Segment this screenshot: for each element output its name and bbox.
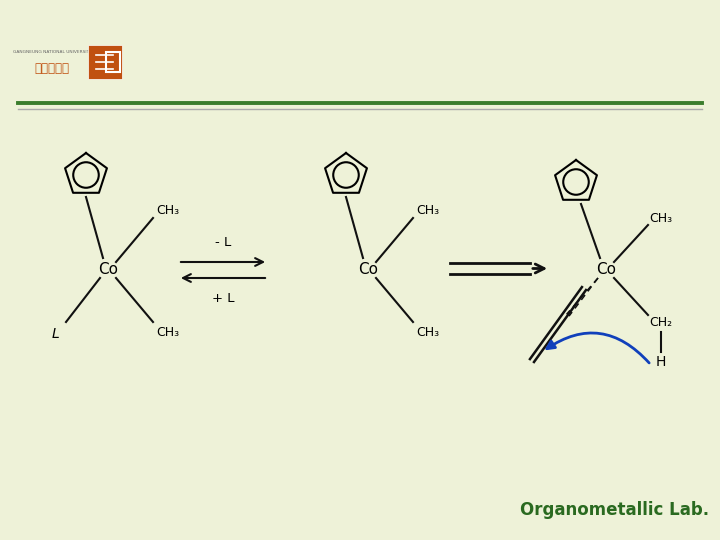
Text: L: L (52, 327, 60, 341)
Text: CH₂: CH₂ (649, 315, 672, 328)
Text: 강릉대학교: 강릉대학교 (35, 62, 70, 75)
Text: + L: + L (212, 292, 234, 305)
Text: Co: Co (358, 262, 378, 278)
Text: Co: Co (98, 262, 118, 278)
Text: CH₃: CH₃ (416, 204, 440, 217)
Bar (106, 52, 120, 72)
Text: H: H (656, 355, 666, 369)
Text: CH₃: CH₃ (649, 212, 672, 225)
Text: Organometallic Lab.: Organometallic Lab. (521, 501, 710, 519)
Text: GANGNEUNG NATIONAL UNIVERSITY: GANGNEUNG NATIONAL UNIVERSITY (12, 50, 91, 54)
Text: CH₃: CH₃ (416, 326, 440, 339)
Text: Co: Co (596, 262, 616, 278)
Bar (88, 45, 122, 79)
Text: - L: - L (215, 235, 231, 248)
Text: CH₃: CH₃ (156, 204, 179, 217)
Text: CH₃: CH₃ (156, 326, 179, 339)
